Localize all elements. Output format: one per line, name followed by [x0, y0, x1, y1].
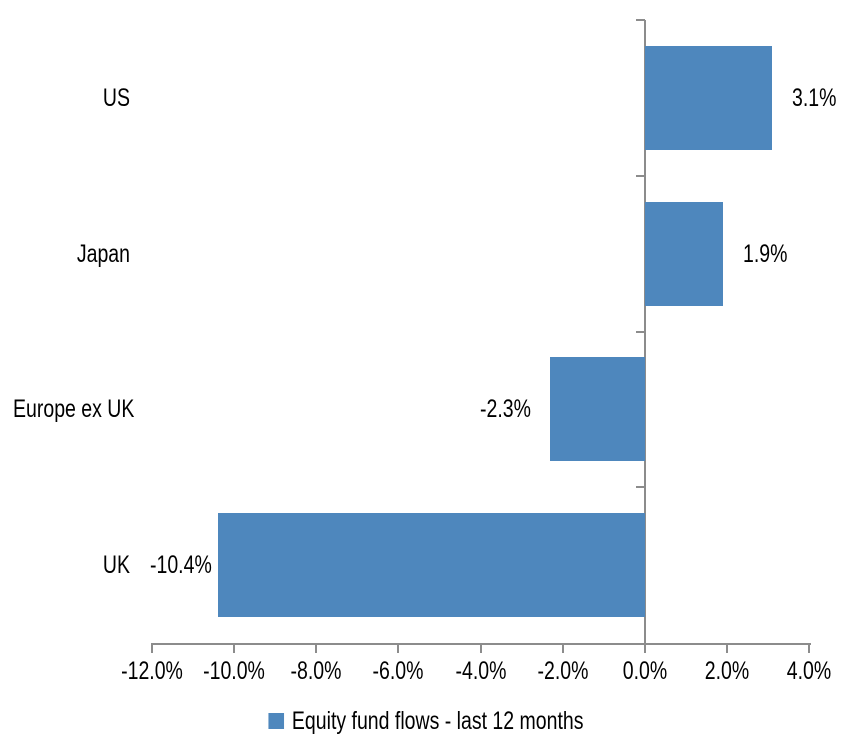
category-tick — [635, 175, 645, 177]
category-label: UK — [102, 551, 130, 580]
category-label: Europe ex UK — [13, 395, 135, 424]
category-tick — [635, 331, 645, 333]
x-axis-tick — [643, 643, 646, 653]
plot-area: 3.1% 1.9% -2.3% -10.4% — [150, 19, 836, 653]
legend-label: Equity fund flows - last 12 months — [291, 707, 584, 735]
x-axis-tick-label: -8.0% — [290, 657, 342, 685]
category-tick — [635, 19, 645, 21]
x-axis-tick — [397, 643, 400, 653]
x-axis-line — [152, 643, 811, 645]
category-label: Japan — [76, 239, 130, 268]
x-axis-tick — [233, 643, 236, 653]
x-axis-tick — [479, 643, 482, 653]
x-axis-tick-label: -2.0% — [537, 657, 589, 685]
x-axis-tick-label: 2.0% — [704, 657, 750, 685]
bar-japan — [644, 201, 723, 306]
x-axis-tick — [151, 643, 153, 653]
category-label: US — [102, 83, 130, 112]
data-label: -10.4% — [150, 551, 212, 580]
x-axis-tick-label: -6.0% — [372, 657, 424, 685]
x-axis-tick-label: 4.0% — [786, 657, 832, 685]
x-axis-tick-label: 0.0% — [622, 657, 667, 685]
x-axis-tick-label: -4.0% — [455, 657, 506, 685]
x-axis-tick — [315, 643, 318, 653]
bar-europe-ex-uk — [550, 357, 645, 462]
zero-baseline — [643, 20, 646, 651]
x-axis-tick — [808, 643, 810, 653]
bar-uk — [217, 513, 645, 618]
category-tick — [635, 486, 645, 488]
x-axis-tick — [725, 643, 728, 653]
data-label: 1.9% — [742, 239, 788, 268]
x-axis-tick-label: -10.0% — [203, 657, 266, 685]
data-label: 3.1% — [792, 83, 837, 112]
data-label: -2.3% — [479, 395, 531, 424]
legend: Equity fund flows - last 12 months — [94, 706, 759, 736]
bar-us — [644, 45, 773, 150]
x-axis-tick-label: -12.0% — [121, 657, 183, 685]
x-axis-tick — [561, 643, 564, 653]
legend-swatch — [268, 713, 285, 729]
